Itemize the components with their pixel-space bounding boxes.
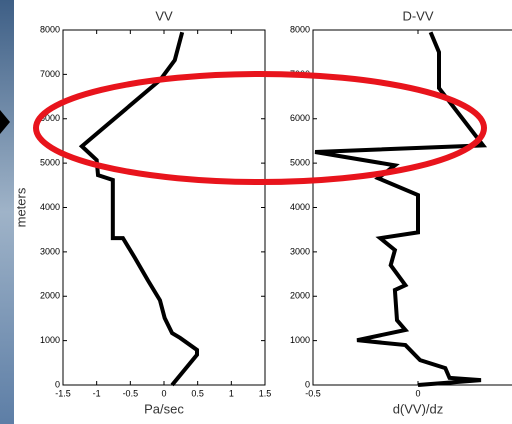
chart-title: D-VV <box>402 8 433 23</box>
y-tick-label: 5000 <box>290 158 310 168</box>
y-tick-label: 6000 <box>40 113 60 123</box>
x-tick-label: -1 <box>93 388 101 398</box>
x-tick-label: 0 <box>415 388 420 398</box>
y-tick-label: 6000 <box>290 113 310 123</box>
x-tick-label: 1 <box>229 388 234 398</box>
x-tick-label: 1.5 <box>259 388 272 398</box>
y-tick-label: 8000 <box>40 24 60 34</box>
x-tick-label: -0.5 <box>305 388 321 398</box>
y-axis-label: meters <box>13 187 28 227</box>
y-tick-label: 4000 <box>290 202 310 212</box>
y-tick-label: 7000 <box>40 69 60 79</box>
plot-frame <box>62 29 266 386</box>
data-line <box>314 31 488 387</box>
background-image <box>0 0 14 424</box>
x-tick-label: 0 <box>161 388 166 398</box>
y-tick-label: 3000 <box>290 246 310 256</box>
x-tick-label: -1.5 <box>55 388 71 398</box>
data-line <box>78 31 199 387</box>
plots: VVPa/secmeters01000200030004000500060007… <box>13 8 512 416</box>
y-tick-label: 2000 <box>40 291 60 301</box>
y-tick-label: 0 <box>305 379 310 389</box>
x-tick-label: 0.5 <box>191 388 204 398</box>
x-axis-label: Pa/sec <box>144 401 184 416</box>
plot-frame <box>312 29 512 386</box>
x-axis-label: d(VV)/dz <box>393 401 444 416</box>
y-tick-label: 1000 <box>290 335 310 345</box>
chart-title: VV <box>155 8 173 23</box>
y-tick-label: 3000 <box>40 246 60 256</box>
y-tick-label: 8000 <box>290 24 310 34</box>
y-tick-label: 2000 <box>290 291 310 301</box>
y-tick-label: 0 <box>55 379 60 389</box>
x-tick-label: -0.5 <box>123 388 139 398</box>
y-tick-label: 5000 <box>40 158 60 168</box>
highlight-ellipse <box>33 71 487 185</box>
y-tick-label: 4000 <box>40 202 60 212</box>
y-tick-label: 1000 <box>40 335 60 345</box>
arrow <box>0 110 10 134</box>
